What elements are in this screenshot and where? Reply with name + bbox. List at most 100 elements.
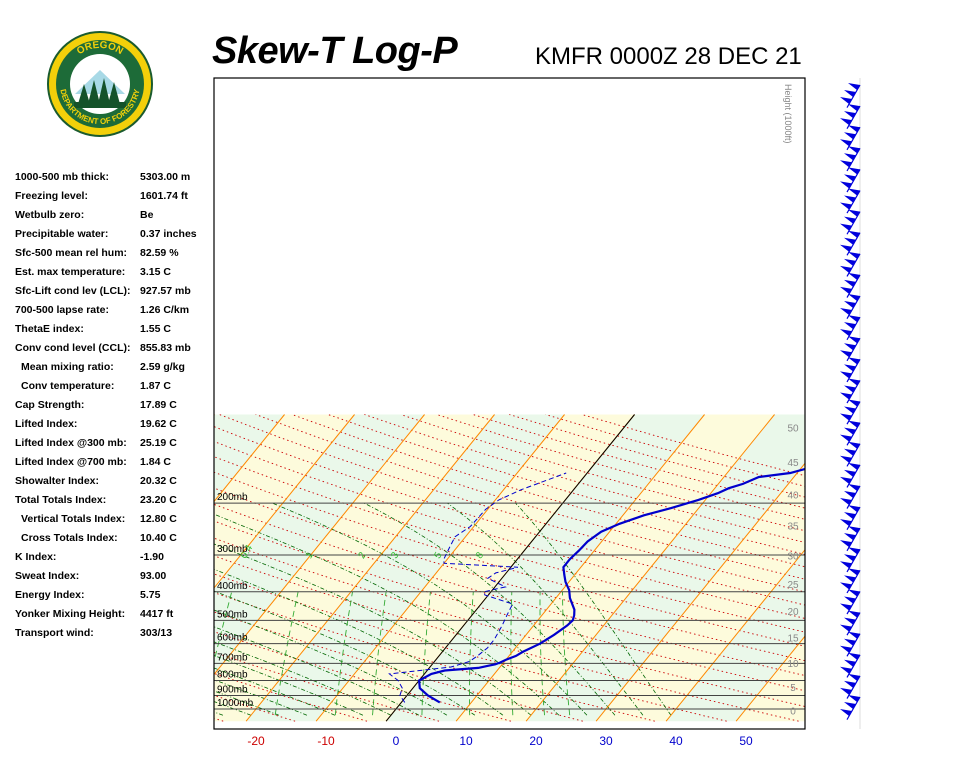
height-tick-label: 45 [787,458,799,469]
moist-adiabat [214,513,560,716]
stat-label: Conv cond level (CCL): [15,342,131,354]
wind-barb-flag [840,244,852,252]
wind-barb [840,695,861,720]
stat-row: Vertical Totals Index: 12.80 C [15,510,225,529]
wind-barb [840,652,861,678]
stat-value: 1.87 C [140,380,171,392]
dry-adiabat [255,414,805,580]
wind-barb-flag [840,371,852,379]
isotherm [0,415,145,722]
wind-barb-flag [848,652,860,660]
wind-barb-staff [846,675,861,699]
pressure-label: 400mb [217,581,248,592]
stability-indices-panel: 1000-500 mb thick: 5303.00 m Freezing leve… [15,168,225,643]
dry-adiabat [214,672,368,722]
pressure-label: 900mb [217,685,248,696]
temperature-band [386,414,705,722]
stat-value: 2.59 g/kg [140,361,185,373]
wind-barb-flag [844,596,856,604]
wind-barb-flag [848,83,860,90]
wind-barb-flag [848,505,860,513]
wind-barb [840,547,861,573]
dry-adiabat [214,471,805,647]
stat-label: K Index: [15,551,57,563]
wind-barb [840,420,861,446]
stat-label: 1000-500 mb thick: [15,171,109,183]
temperature-band [526,414,805,722]
wind-barb-flag [844,153,856,161]
wind-barb-flag [844,301,856,309]
wind-barb-flag [840,308,852,316]
wind-barb-flag [840,582,852,590]
stat-row: Cap Strength: 17.89 C [15,396,225,415]
chart-subtitle: KMFR 0000Z 28 DEC 21 [535,43,802,70]
pressure-label: 600mb [217,633,248,644]
moist-adiabat [214,711,224,716]
wind-barb-flag [840,476,852,484]
wind-barb-flag [844,322,856,330]
height-tick-label: 30 [787,551,799,562]
stat-label: Sweat Index: [15,570,80,582]
stat-row: 700-500 lapse rate: 1.26 C/km [15,301,225,320]
isotherm [214,414,355,589]
wind-barb-flag [840,687,852,695]
wind-barb-flag [840,645,852,653]
wind-barb-flag [848,378,860,386]
isotherm [245,414,495,722]
wind-barb-staff [846,359,861,383]
moist-adiabat [214,641,392,716]
wind-barb-flag [844,279,856,287]
mixing-ratio-line [469,591,474,716]
wind-barb-flag [844,680,856,688]
wind-barb-flag [840,392,852,400]
stat-row: Total Totals Index: 23.20 C [15,491,225,510]
wind-barb-flag [840,519,852,527]
stat-label: Transport wind: [15,627,94,639]
wind-barb-flag [844,469,856,477]
wind-barb-flag [848,125,860,133]
wind-barb-flag [844,111,856,119]
wind-barb-flag [840,413,852,421]
isotherm [0,415,5,722]
pressure-label: 1000mb [217,698,254,709]
dry-adiabat [214,456,805,633]
stat-label: Mean mixing ratio: [21,361,114,373]
wind-barb [840,673,861,699]
wind-barb-flag [848,104,860,112]
wind-barb-flag [848,230,860,238]
temperature-band [0,415,75,722]
wind-barb-flag [848,441,860,449]
mixing-ratio-label: 2 [356,550,369,561]
wind-barb-flag [848,695,860,702]
height-tick-label: 50 [787,424,799,435]
stat-value: 1.84 C [140,456,171,468]
stat-row: K Index: -1.90 [15,548,225,567]
dry-adiabat [214,592,655,722]
wind-barb-staff [846,506,861,530]
wind-barb-staff [846,232,861,256]
wind-barb-flag [844,216,856,224]
wind-barb-staff [846,591,861,615]
stat-value: 855.83 mb [140,342,191,354]
stat-value: 12.80 C [140,513,177,525]
wind-barb-flag [840,561,852,569]
wind-barb-flag [840,118,852,126]
wind-barb-staff [846,316,861,341]
isotherm [214,414,215,416]
wind-barb-flag [844,132,856,140]
height-tick-label: 25 [787,580,799,591]
stat-label: Precipitable water: [15,228,109,240]
wind-barb [840,125,861,151]
stat-label: Yonker Mixing Height: [15,608,126,620]
moist-adiabat [364,502,616,716]
wind-barb-staff [846,422,861,446]
wind-barb-flag [848,631,860,639]
wind-barb-staff [846,211,861,235]
x-tick-label: 20 [529,734,543,748]
x-tick-label: 50 [739,734,753,748]
wind-barb-flag [844,174,856,182]
wind-barb-flag [844,427,856,435]
temperature-band [214,414,215,416]
height-tick-label: 0 [790,707,796,718]
wind-barb [840,230,861,256]
